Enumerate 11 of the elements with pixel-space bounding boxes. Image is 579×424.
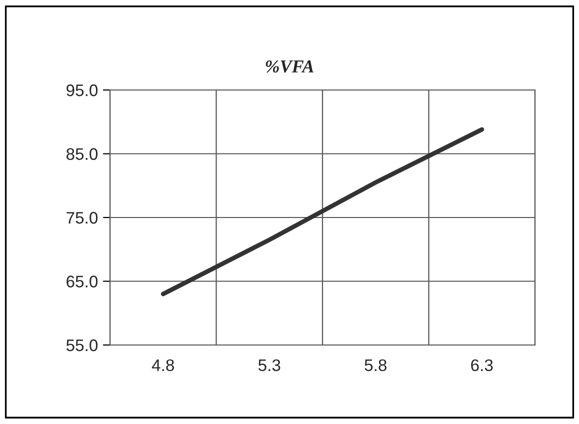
y-tick-label: 85.0 <box>66 148 98 160</box>
x-tick-label: 6.3 <box>471 359 493 372</box>
y-tick-label: 65.0 <box>66 276 98 288</box>
x-tick-label: 5.8 <box>364 359 386 372</box>
x-tick-label: 4.8 <box>152 359 174 372</box>
y-tick-label: 55.0 <box>66 339 98 352</box>
y-tick-label: 75.0 <box>66 212 98 224</box>
line-series <box>160 127 484 296</box>
y-tick-label: 95.0 <box>66 84 98 96</box>
x-tick-label: 5.3 <box>258 359 280 372</box>
chart-title: %VFA <box>266 60 314 73</box>
